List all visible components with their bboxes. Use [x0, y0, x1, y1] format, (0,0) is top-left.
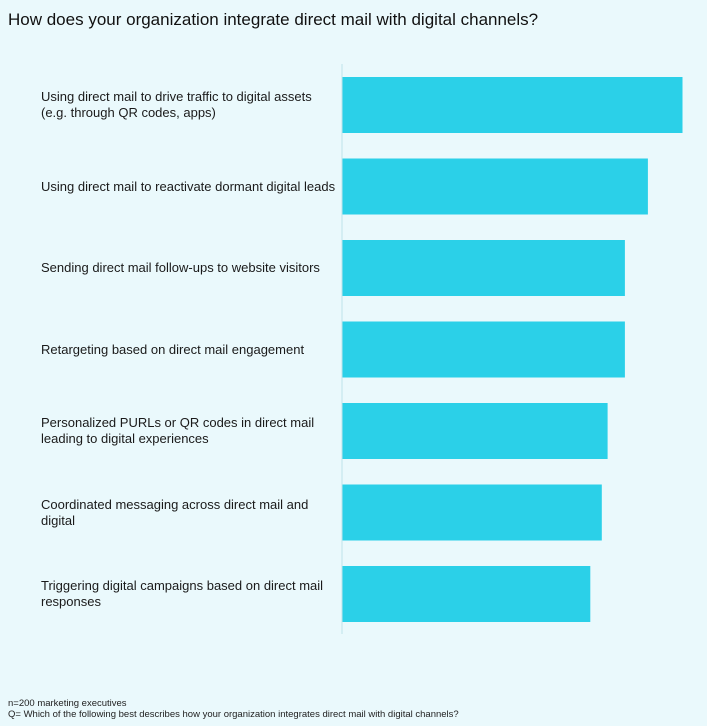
survey-question-note: Q= Which of the following best describes… — [8, 709, 459, 720]
bar — [342, 240, 625, 296]
bar — [342, 566, 591, 622]
bar — [342, 158, 648, 215]
category-label: Personalized PURLs or QR codes in direct… — [41, 415, 315, 446]
bar — [342, 77, 683, 133]
bar — [342, 321, 625, 378]
category-label: Using direct mail to drive traffic to di… — [41, 89, 312, 120]
bar — [342, 403, 608, 459]
sample-size-note: n=200 marketing executives — [8, 698, 127, 709]
category-label: Sending direct mail follow-ups to websit… — [41, 260, 320, 275]
category-label: Triggering digital campaigns based on di… — [41, 578, 324, 609]
bar — [342, 484, 602, 541]
chart-title: How does your organization integrate dir… — [8, 10, 539, 29]
bar-chart — [341, 64, 683, 634]
category-label: Using direct mail to reactivate dormant … — [41, 178, 336, 194]
category-label: Retargeting based on direct mail engagem… — [41, 341, 305, 357]
category-label: Coordinated messaging across direct mail… — [41, 496, 309, 528]
